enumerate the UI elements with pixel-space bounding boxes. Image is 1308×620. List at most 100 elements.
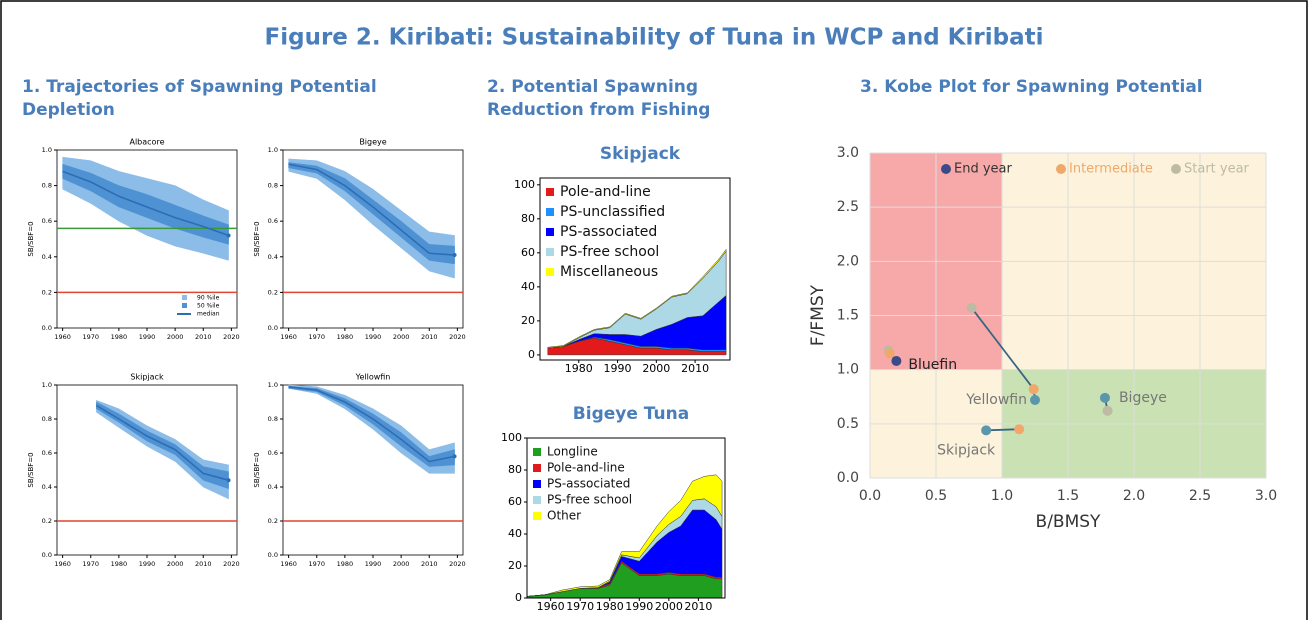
y-tick-label: 0.2 — [42, 517, 52, 525]
x-tick-label: 1980 — [111, 333, 128, 341]
band — [203, 466, 229, 490]
y-tick-label: 0.6 — [268, 449, 278, 457]
stock-label: Bluefin — [908, 357, 957, 373]
panel-heading: 2. Potential Spawning Reduction from Fis… — [487, 77, 711, 120]
x-tick-label: 2.5 — [1189, 488, 1211, 504]
legend-label: PS-free school — [547, 493, 632, 507]
end-point — [452, 454, 457, 459]
chart-title: Bigeye — [359, 138, 386, 147]
x-tick-label: 1990 — [604, 362, 632, 375]
legend-label: Pole-and-line — [547, 461, 625, 475]
x-tick-label: 1960 — [280, 333, 297, 341]
stock-label: Bigeye — [1119, 390, 1167, 406]
x-tick-label: 1970 — [82, 560, 99, 568]
y-tick-label: 0 — [515, 591, 522, 604]
y-tick-label: 0.4 — [268, 253, 278, 261]
legend-swatch — [533, 464, 541, 472]
legend-swatch — [546, 268, 554, 276]
y-tick-label: 20 — [521, 314, 535, 327]
y-axis-label: SB/SBF=0 — [27, 452, 35, 487]
plot-border — [526, 437, 726, 599]
median-line — [288, 385, 455, 463]
x-tick-label: 1990 — [139, 333, 156, 341]
x-tick-label: 0.0 — [859, 488, 881, 504]
y-axis-label: F/FMSY — [808, 284, 828, 346]
y-tick-label: 0.0 — [42, 324, 52, 332]
median-line — [62, 170, 229, 237]
plot-border — [539, 177, 731, 361]
legend-label: PS-free school — [560, 244, 659, 260]
x-tick-label: 1970 — [566, 600, 594, 613]
x-tick-label: 2010 — [195, 560, 212, 568]
point — [1014, 424, 1025, 435]
x-tick-label: 2020 — [449, 560, 466, 568]
x-tick-label: 1980 — [565, 362, 593, 375]
chart-title: Skipjack — [600, 144, 681, 164]
y-tick-label: 0.6 — [42, 217, 52, 225]
x-tick-label: 1970 — [82, 333, 99, 341]
stock-label: Skipjack — [937, 442, 996, 458]
band — [429, 449, 455, 467]
x-tick-label: 2000 — [655, 600, 683, 613]
x-tick-label: 2020 — [449, 333, 466, 341]
legend-swatch — [533, 496, 541, 504]
legend-swatch — [533, 448, 541, 456]
y-tick-label: 60 — [508, 495, 522, 508]
x-tick-label: 1960 — [54, 333, 71, 341]
x-tick-label: 2000 — [393, 333, 410, 341]
figure-title: Figure 2. Kiribati: Sustainability of Tu… — [265, 25, 1044, 51]
panel-heading: 1. Trajectories of Spawning Potential De… — [22, 77, 377, 120]
chart-title: Skipjack — [130, 373, 164, 382]
median-line — [95, 404, 229, 481]
y-tick-label: 1.5 — [837, 308, 859, 324]
y-tick-label: 0.4 — [42, 253, 52, 261]
y-tick-label: 1.0 — [837, 362, 859, 378]
y-tick-label: 3.0 — [837, 145, 859, 161]
legend-swatch — [533, 480, 541, 488]
y-tick-label: 0.2 — [268, 288, 278, 296]
x-tick-label: 2000 — [167, 333, 184, 341]
x-tick-label: 1980 — [111, 560, 128, 568]
x-tick-label: 1.0 — [991, 488, 1013, 504]
point — [981, 425, 992, 436]
legend-swatch — [533, 512, 541, 520]
legend-swatch — [1056, 164, 1066, 174]
x-tick-label: 1960 — [537, 600, 565, 613]
y-tick-label: 0.4 — [268, 483, 278, 491]
x-tick-label: 2000 — [167, 560, 184, 568]
y-tick-label: 0 — [528, 348, 535, 361]
point — [1028, 384, 1039, 395]
band — [203, 215, 229, 245]
y-axis-label: SB/SBF=0 — [27, 221, 35, 256]
legend-swatch — [546, 248, 554, 256]
panel-heading: 3. Kobe Plot for Spawning Potential — [860, 77, 1203, 97]
legend-label: Pole-and-line — [560, 184, 651, 200]
y-tick-label: 0.0 — [268, 551, 278, 559]
legend-label: median — [197, 311, 220, 318]
point — [966, 302, 977, 313]
x-tick-label: 2010 — [195, 333, 212, 341]
chart-title: Yellowfin — [355, 373, 391, 382]
legend-label: Miscellaneous — [560, 264, 658, 280]
y-tick-label: 100 — [501, 431, 522, 444]
x-tick-label: 1960 — [54, 560, 71, 568]
legend-swatch — [546, 228, 554, 236]
y-tick-label: 1.0 — [42, 381, 52, 389]
chart-title: Albacore — [129, 138, 164, 147]
x-tick-label: 2.0 — [1123, 488, 1145, 504]
point — [884, 348, 895, 359]
legend-swatch — [182, 303, 187, 308]
y-tick-label: 0.6 — [42, 449, 52, 457]
legend-label: PS-associated — [547, 477, 630, 491]
y-tick-label: 0.6 — [268, 217, 278, 225]
end-point — [226, 478, 231, 483]
y-tick-label: 100 — [514, 178, 535, 191]
legend-swatch — [546, 208, 554, 216]
y-tick-label: 0.0 — [268, 324, 278, 332]
y-tick-label: 80 — [508, 463, 522, 476]
x-tick-label: 2020 — [223, 333, 240, 341]
x-tick-label: 1970 — [308, 333, 325, 341]
x-tick-label: 0.5 — [925, 488, 947, 504]
